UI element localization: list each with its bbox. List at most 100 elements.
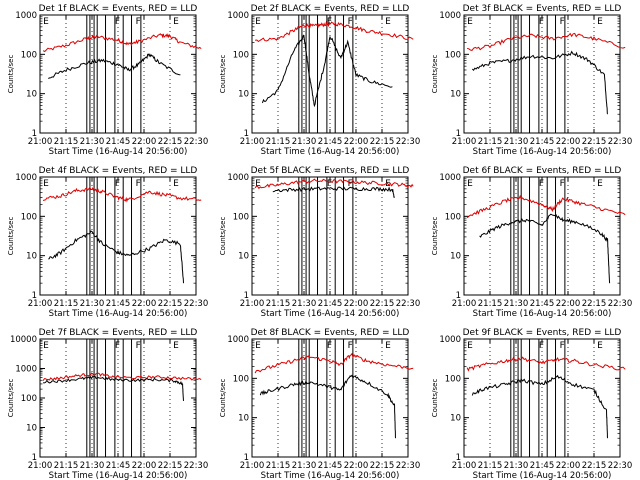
marker-letter-f: F xyxy=(327,341,332,351)
x-tick-label: 21:30 xyxy=(292,299,317,309)
x-tick-label: 22:00 xyxy=(556,299,581,309)
marker-letter-e: E xyxy=(467,341,473,351)
y-axis-label: Counts/sec xyxy=(7,55,15,94)
x-tick-label: 22:15 xyxy=(158,137,183,147)
x-tick-label: 22:15 xyxy=(158,461,183,471)
y-tick-label: 1 xyxy=(456,453,461,463)
x-axis-label: Start Time (16-Aug-14 20:56:00) xyxy=(473,147,612,157)
y-axis-label: Counts/sec xyxy=(431,379,439,418)
x-tick-label: 21:45 xyxy=(530,299,555,309)
y-tick-label: 10 xyxy=(26,90,37,100)
series-line-events xyxy=(48,230,184,284)
marker-letter-f: F xyxy=(539,179,544,189)
marker-letter-e: E xyxy=(255,17,261,27)
marker-letter-f: F xyxy=(136,341,141,351)
marker-letter-f: F xyxy=(560,17,565,27)
x-tick-label: 21:15 xyxy=(266,137,291,147)
marker-letter-e: E xyxy=(597,341,603,351)
x-tick-label: 21:15 xyxy=(478,299,503,309)
x-tick-label: 21:15 xyxy=(266,461,291,471)
series-line-lld xyxy=(42,372,202,381)
x-tick-label: 21:30 xyxy=(292,461,317,471)
y-tick-label: 1 xyxy=(32,129,37,139)
x-tick-label: 22:15 xyxy=(582,137,607,147)
y-tick-label: 1000 xyxy=(439,11,461,21)
x-tick-label: 21:45 xyxy=(318,299,343,309)
x-tick-label: 21:45 xyxy=(530,137,555,147)
x-tick-label: 22:00 xyxy=(556,461,581,471)
x-axis-label: Start Time (16-Aug-14 20:56:00) xyxy=(473,471,612,480)
x-tick-label: 22:30 xyxy=(184,299,209,309)
x-tick-label: 22:30 xyxy=(608,299,633,309)
x-tick-label: 21:30 xyxy=(80,461,105,471)
y-tick-label: 1 xyxy=(32,453,37,463)
x-axis-label: Start Time (16-Aug-14 20:56:00) xyxy=(49,147,188,157)
series-line-events xyxy=(272,186,395,199)
x-axis-label: Start Time (16-Aug-14 20:56:00) xyxy=(473,309,612,319)
x-axis-label: Start Time (16-Aug-14 20:56:00) xyxy=(49,471,188,480)
series-line-lld xyxy=(42,186,202,203)
x-tick-label: 22:00 xyxy=(132,461,157,471)
x-tick-label: 22:15 xyxy=(370,137,395,147)
y-tick-label: 1 xyxy=(456,129,461,139)
y-tick-label: 10 xyxy=(238,90,249,100)
marker-letter-e: E xyxy=(467,179,473,189)
y-tick-label: 100 xyxy=(233,50,249,60)
marker-letter-e: E xyxy=(43,179,49,189)
y-tick-label: 1 xyxy=(456,291,461,301)
marker-letter-e: E xyxy=(255,341,261,351)
marker-letter-e: E xyxy=(173,341,179,351)
x-tick-label: 21:45 xyxy=(530,461,555,471)
y-tick-label: 10000 xyxy=(10,335,37,345)
y-tick-label: 1 xyxy=(32,291,37,301)
x-tick-label: 22:30 xyxy=(396,299,421,309)
y-tick-label: 1000 xyxy=(227,335,249,345)
marker-letter-e: E xyxy=(43,341,49,351)
marker-letter-f: F xyxy=(115,179,120,189)
y-tick-label: 1000 xyxy=(15,11,37,21)
series-line-events xyxy=(261,34,393,108)
y-tick-label: 10 xyxy=(26,252,37,262)
x-axis-label: Start Time (16-Aug-14 20:56:00) xyxy=(49,309,188,319)
x-tick-label: 22:15 xyxy=(158,299,183,309)
x-tick-label: 21:00 xyxy=(452,137,477,147)
panel-title: Det 1f BLACK = Events, RED = LLD xyxy=(39,4,198,14)
marker-letter-e: E xyxy=(597,17,603,27)
y-axis-label: Counts/sec xyxy=(219,217,227,256)
x-tick-label: 22:30 xyxy=(396,461,421,471)
series-line-events xyxy=(48,53,181,79)
y-tick-label: 1 xyxy=(244,129,249,139)
x-tick-label: 22:00 xyxy=(556,137,581,147)
series-line-lld xyxy=(254,352,414,374)
x-tick-label: 21:00 xyxy=(240,299,265,309)
x-tick-label: 21:45 xyxy=(318,461,343,471)
x-tick-label: 21:00 xyxy=(240,461,265,471)
x-axis-label: Start Time (16-Aug-14 20:56:00) xyxy=(261,471,400,480)
marker-letter-f: F xyxy=(115,341,120,351)
series-line-events xyxy=(471,374,608,439)
x-tick-label: 22:30 xyxy=(608,461,633,471)
x-tick-label: 21:15 xyxy=(266,299,291,309)
marker-letter-e: E xyxy=(255,179,261,189)
panel-title: Det 6f BLACK = Events, RED = LLD xyxy=(463,166,622,176)
series-line-events xyxy=(43,375,184,401)
y-axis-label: Counts/sec xyxy=(7,217,15,256)
x-tick-label: 21:45 xyxy=(106,137,131,147)
series-line-events xyxy=(259,374,396,439)
panel-title: Det 5f BLACK = Events, RED = LLD xyxy=(251,166,410,176)
x-tick-label: 22:00 xyxy=(344,461,369,471)
x-axis-label: Start Time (16-Aug-14 20:56:00) xyxy=(261,147,400,157)
x-axis-label: Start Time (16-Aug-14 20:56:00) xyxy=(261,309,400,319)
y-axis-label: Counts/sec xyxy=(431,217,439,256)
x-tick-label: 22:00 xyxy=(344,137,369,147)
x-tick-label: 21:45 xyxy=(318,137,343,147)
x-tick-label: 21:30 xyxy=(504,461,529,471)
x-tick-label: 21:30 xyxy=(80,299,105,309)
y-tick-label: 1000 xyxy=(439,335,461,345)
marker-letter-e: E xyxy=(173,179,179,189)
